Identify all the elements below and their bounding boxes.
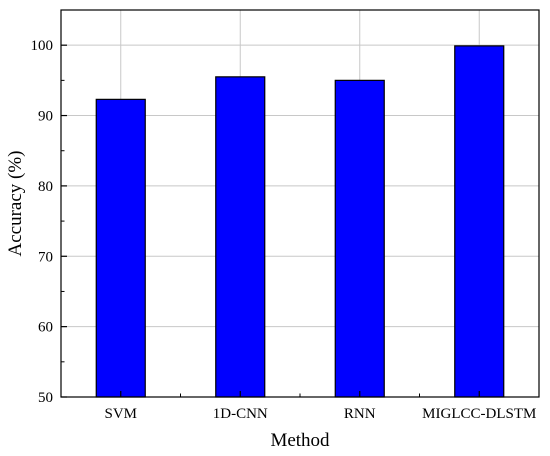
y-tick-label: 90 xyxy=(38,109,53,125)
x-tick-label: RNN xyxy=(344,406,376,422)
x-axis-label: Method xyxy=(270,430,330,451)
y-tick-label: 60 xyxy=(38,320,53,336)
y-axis-label: Accuracy (%) xyxy=(5,150,26,256)
x-tick-label: SVM xyxy=(104,406,137,422)
x-tick-label: 1D-CNN xyxy=(213,406,268,422)
axis-ticks: 50 60 70 80 90 100 SVM 1D-CNN RNN MIGLCC-DLSTM xyxy=(31,38,537,422)
bar-rnn xyxy=(334,79,385,398)
bar-svm xyxy=(95,98,146,398)
x-tick-label: MIGLCC-DLSTM xyxy=(422,406,536,422)
bars xyxy=(95,45,505,398)
bar-1d-cnn xyxy=(215,76,266,398)
y-tick-label: 50 xyxy=(38,390,53,406)
y-tick-label: 100 xyxy=(31,38,54,54)
y-tick-label: 80 xyxy=(38,179,53,195)
y-tick-label: 70 xyxy=(38,249,53,265)
bar-miglcc-dlstm xyxy=(454,45,505,398)
